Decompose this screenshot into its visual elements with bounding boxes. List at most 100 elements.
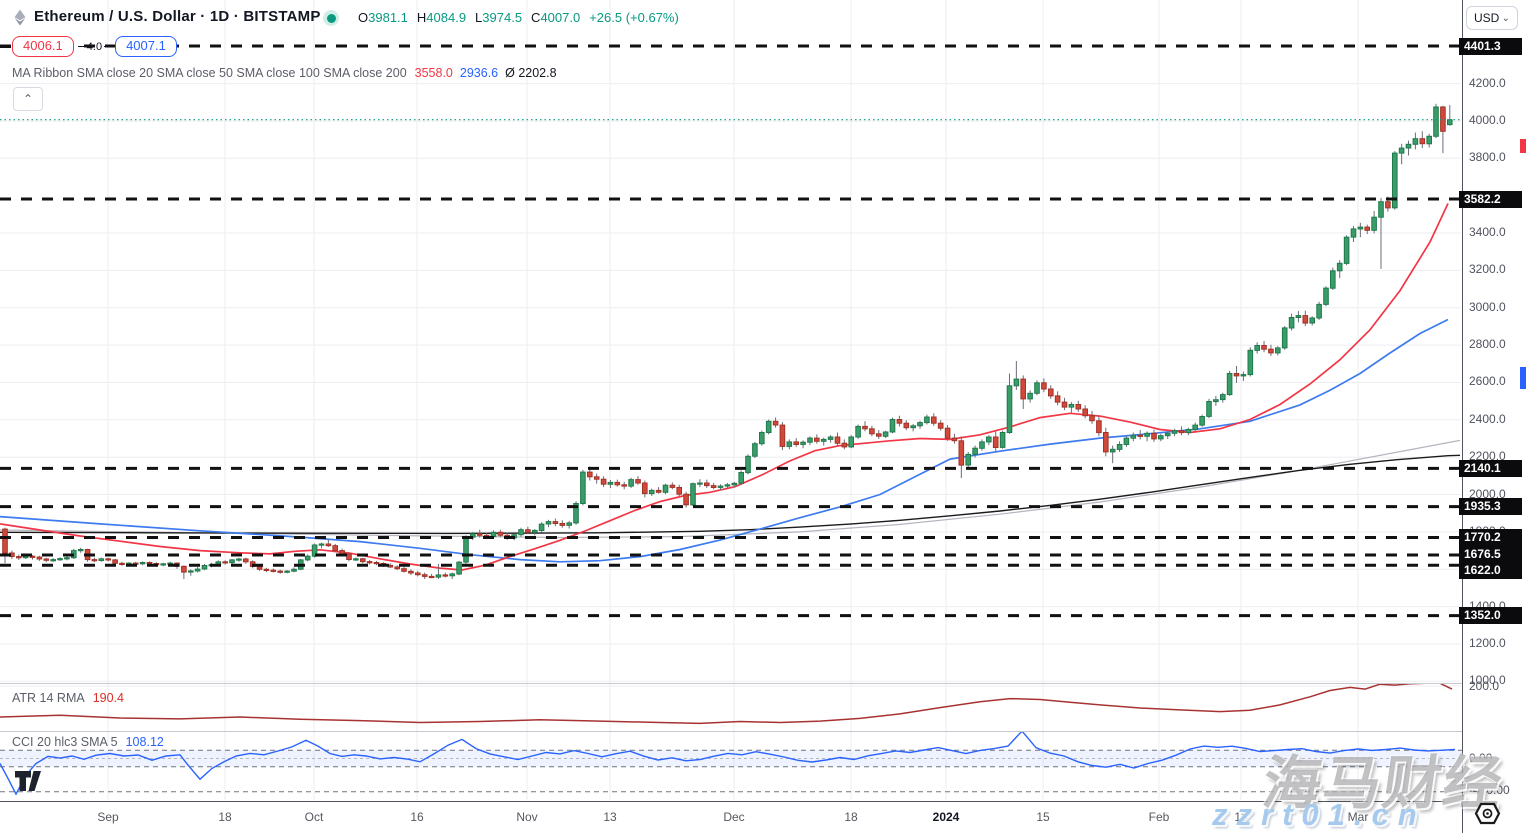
candle[interactable] (421, 574, 428, 577)
candle[interactable] (43, 558, 50, 561)
candle[interactable] (1385, 201, 1391, 209)
candle[interactable] (869, 428, 875, 435)
candle[interactable] (325, 543, 332, 547)
candle[interactable] (1268, 348, 1274, 354)
candle[interactable] (222, 561, 228, 564)
candle[interactable] (353, 558, 359, 561)
candle[interactable] (710, 485, 717, 489)
candle[interactable] (532, 529, 538, 533)
candle[interactable] (807, 437, 813, 443)
candle[interactable] (1096, 420, 1102, 434)
candle[interactable] (580, 471, 586, 505)
candle[interactable] (1233, 373, 1240, 377)
cci-legend[interactable]: CCI 20 hlc3 SMA 5 108.12 (12, 735, 164, 749)
candle[interactable] (304, 555, 311, 561)
candle[interactable] (745, 455, 751, 474)
candle[interactable] (1275, 347, 1281, 354)
candle[interactable] (1295, 315, 1302, 319)
candle[interactable] (944, 427, 951, 439)
candle[interactable] (1288, 317, 1295, 329)
candle[interactable] (979, 441, 985, 449)
candle[interactable] (64, 557, 70, 560)
candle[interactable] (814, 437, 820, 442)
candle[interactable] (834, 436, 841, 444)
candle[interactable] (160, 563, 166, 566)
candle[interactable] (724, 484, 731, 487)
candle[interactable] (1364, 226, 1371, 231)
price-level-label[interactable]: 4401.3 (1459, 37, 1522, 55)
candle[interactable] (449, 573, 455, 577)
candle[interactable] (284, 570, 290, 573)
candle[interactable] (1412, 138, 1419, 145)
candle[interactable] (538, 523, 545, 531)
candle[interactable] (91, 559, 98, 562)
candle[interactable] (1013, 378, 1020, 387)
candle[interactable] (525, 529, 531, 533)
candle[interactable] (827, 436, 834, 440)
candle[interactable] (635, 479, 641, 484)
candle[interactable] (676, 487, 683, 495)
candle[interactable] (545, 521, 552, 525)
candle[interactable] (270, 569, 277, 572)
candle[interactable] (937, 422, 944, 429)
candle[interactable] (1116, 444, 1123, 450)
candle[interactable] (229, 559, 235, 564)
candle[interactable] (1398, 147, 1405, 154)
candle[interactable] (662, 484, 669, 493)
candle[interactable] (559, 523, 566, 526)
candle[interactable] (621, 484, 628, 487)
candle[interactable] (194, 568, 201, 572)
candle[interactable] (1350, 228, 1357, 238)
candle[interactable] (463, 536, 469, 563)
candle[interactable] (1206, 401, 1212, 417)
chart-plot-area[interactable] (0, 0, 1462, 800)
candle[interactable] (704, 482, 710, 487)
candle[interactable] (1309, 317, 1316, 324)
candle[interactable] (759, 432, 765, 445)
candle[interactable] (1089, 415, 1095, 422)
candle[interactable] (1302, 315, 1309, 324)
candle[interactable] (1213, 399, 1219, 403)
candle[interactable] (1371, 216, 1377, 231)
candle[interactable] (1419, 138, 1426, 145)
candle[interactable] (1171, 430, 1178, 434)
candle[interactable] (951, 437, 958, 442)
candle[interactable] (765, 420, 772, 433)
price-level-label[interactable]: 1352.0 (1459, 607, 1522, 625)
candle[interactable] (408, 570, 414, 574)
candle[interactable] (112, 559, 118, 564)
currency-dropdown[interactable]: USD ⌄ (1466, 6, 1518, 30)
candle[interactable] (318, 543, 325, 546)
candle[interactable] (972, 447, 978, 455)
candle[interactable] (669, 484, 676, 488)
candle[interactable] (600, 478, 607, 485)
candle[interactable] (1137, 434, 1144, 437)
candle[interactable] (346, 553, 352, 560)
candle[interactable] (1164, 432, 1171, 437)
candle[interactable] (1034, 382, 1040, 394)
candle[interactable] (311, 544, 318, 557)
candle[interactable] (1144, 432, 1150, 437)
candle[interactable] (57, 558, 63, 561)
candle[interactable] (862, 425, 868, 430)
candle[interactable] (910, 425, 917, 429)
candle[interactable] (889, 419, 896, 433)
candle[interactable] (800, 441, 806, 445)
candle[interactable] (752, 443, 758, 457)
candle[interactable] (1185, 429, 1192, 433)
candle[interactable] (876, 433, 882, 437)
candle[interactable] (1316, 303, 1322, 319)
candle[interactable] (566, 522, 573, 526)
candle[interactable] (1109, 448, 1116, 453)
candle[interactable] (1192, 424, 1199, 431)
time-axis[interactable]: Sep 18 Oct 16 Nov 13 Dec 18 2024 15 Feb 13 Mar (0, 801, 1462, 833)
candle[interactable] (1323, 287, 1329, 305)
candle[interactable] (2, 528, 8, 554)
candle[interactable] (105, 558, 112, 561)
ma-ribbon-legend[interactable]: MA Ribbon SMA close 20 SMA close 50 SMA … (12, 66, 557, 80)
candle[interactable] (738, 472, 745, 484)
candle[interactable] (1405, 143, 1412, 149)
candle[interactable] (573, 503, 579, 524)
candle[interactable] (965, 453, 972, 466)
candle[interactable] (139, 562, 146, 565)
